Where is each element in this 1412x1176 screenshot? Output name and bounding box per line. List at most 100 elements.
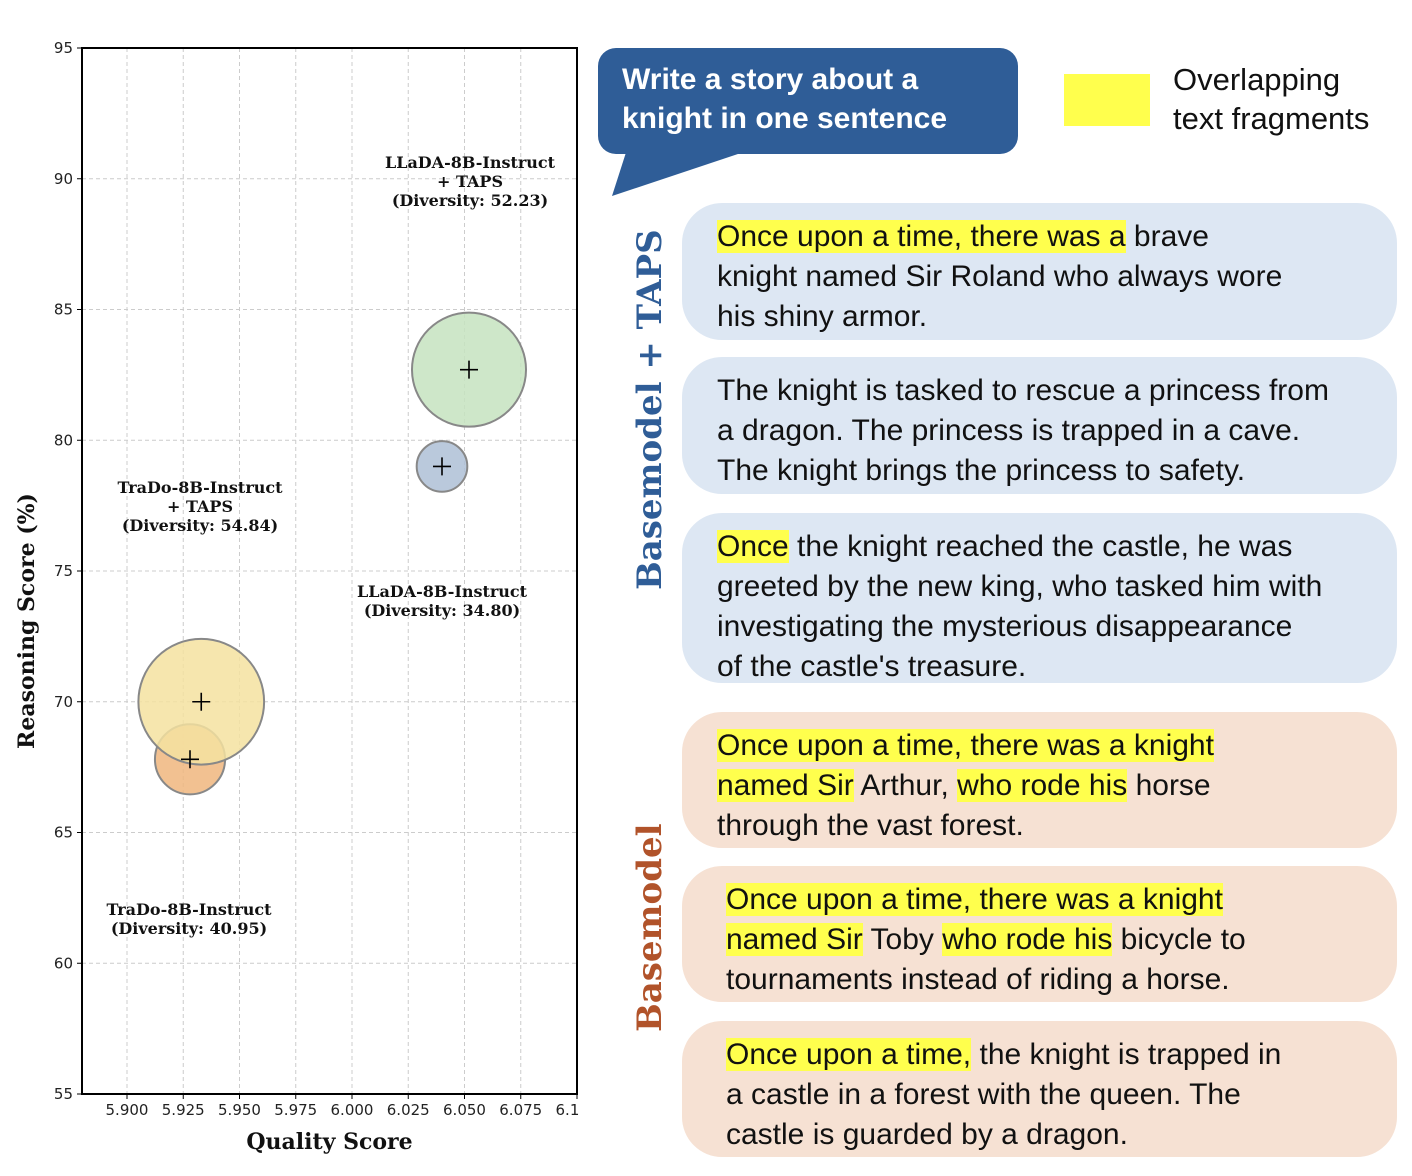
y-tick-label: 75 bbox=[54, 562, 73, 580]
annotations: LLaDA-8B-Instruct + TAPS (Diversity: 52.23… bbox=[106, 153, 555, 938]
marker-layer bbox=[181, 360, 478, 769]
story-text: knight named Sir Roland who always wore bbox=[717, 260, 1283, 293]
group-label-taps: Basemodel + TAPS bbox=[630, 229, 670, 590]
story-text: greeted by the new king, who tasked him … bbox=[717, 570, 1323, 603]
story-text: castle is guarded by a dragon. bbox=[726, 1118, 1128, 1151]
x-tick-label: 5.950 bbox=[218, 1101, 261, 1119]
legend-swatch-highlight bbox=[1064, 74, 1150, 126]
story-text: the knight is trapped in bbox=[971, 1038, 1282, 1071]
story-line: named Sir Toby who rode his bicycle to bbox=[726, 920, 1379, 960]
story-line: The knight brings the princess to safety… bbox=[717, 451, 1379, 491]
story-line: knight named Sir Roland who always wore bbox=[717, 257, 1379, 297]
story-line: Once upon a time, the knight is trapped … bbox=[726, 1035, 1379, 1075]
annotation-line: (Diversity: 54.84) bbox=[122, 516, 278, 535]
annotation-line: + TAPS bbox=[437, 172, 503, 191]
x-tick-label: 5.900 bbox=[106, 1101, 149, 1119]
bubble-annotation: LLaDA-8B-Instruct + TAPS (Diversity: 52.23… bbox=[385, 153, 556, 210]
story-text: horse bbox=[1127, 769, 1211, 802]
annotation-line: (Diversity: 34.80) bbox=[364, 601, 520, 620]
x-tick-label: 6.000 bbox=[331, 1101, 374, 1119]
y-tick-label: 70 bbox=[54, 693, 73, 711]
story-line: named Sir Arthur, who rode his horse bbox=[717, 766, 1379, 806]
story-line: Once upon a time, there was a brave bbox=[717, 217, 1379, 257]
bubble-chart: 5.900 5.925 5.950 5.975 6.000 6.025 6.050 6.075… bbox=[14, 39, 580, 1155]
prompt-bubble: Write a story about a knight in one sent… bbox=[598, 48, 1018, 154]
prompt-line: Write a story about a bbox=[622, 63, 919, 96]
x-tick-label: 5.925 bbox=[162, 1101, 205, 1119]
annotation-line: (Diversity: 52.23) bbox=[392, 191, 548, 210]
legend-line: text fragments bbox=[1173, 101, 1370, 136]
annotation-line: LLaDA-8B-Instruct bbox=[357, 582, 528, 601]
bubble-annotation: TraDo-8B-Instruct (Diversity: 40.95) bbox=[106, 900, 272, 938]
annotation-line: LLaDA-8B-Instruct bbox=[385, 153, 556, 172]
story-text: Arthur, bbox=[853, 769, 958, 802]
story-line: of the castle's treasure. bbox=[717, 647, 1379, 687]
overlap-highlight: Once upon a time, there was a knight bbox=[717, 729, 1214, 762]
bubble-layer bbox=[137, 311, 528, 796]
y-tick-label: 80 bbox=[54, 431, 73, 449]
story-bubble-base-3: Once upon a time, the knight is trapped … bbox=[682, 1021, 1397, 1157]
speech-tail bbox=[612, 140, 780, 196]
story-bubble-base-2: Once upon a time, there was a knight nam… bbox=[682, 866, 1397, 1002]
overlap-highlight: Once bbox=[717, 530, 789, 563]
prompt-line: knight in one sentence bbox=[622, 102, 948, 135]
annotation-line: TraDo-8B-Instruct bbox=[117, 478, 283, 497]
story-bubble-taps-3: Once the knight reached the castle, he w… bbox=[682, 513, 1397, 683]
story-text: tournaments instead of riding a horse. bbox=[726, 963, 1230, 996]
y-tick-label: 95 bbox=[54, 39, 73, 57]
story-text: The knight brings the princess to safety… bbox=[717, 454, 1246, 487]
point-marker bbox=[433, 457, 451, 476]
group-label-base: Basemodel bbox=[630, 823, 670, 1032]
y-tick-label: 60 bbox=[54, 954, 73, 972]
overlap-highlight: Once upon a time, there was a knight bbox=[726, 883, 1223, 916]
story-bubble-base-1: Once upon a time, there was a knight nam… bbox=[682, 712, 1397, 848]
story-text: investigating the mysterious disappearan… bbox=[717, 610, 1293, 643]
legend-line: Overlapping bbox=[1173, 62, 1341, 97]
overlap-highlight: named Sir bbox=[717, 769, 854, 802]
bubble-annotation: LLaDA-8B-Instruct (Diversity: 34.80) bbox=[357, 582, 528, 620]
story-text: a castle in a forest with the queen. The bbox=[726, 1078, 1241, 1111]
overlap-highlight: who rode his bbox=[942, 923, 1113, 956]
story-line: Once the knight reached the castle, he w… bbox=[717, 527, 1379, 567]
x-tick-label: 6.050 bbox=[443, 1101, 486, 1119]
story-text: through the vast forest. bbox=[717, 809, 1024, 842]
story-line: Once upon a time, there was a knight bbox=[726, 880, 1379, 920]
x-tick-label: 5.975 bbox=[274, 1101, 317, 1119]
story-text: the knight reached the castle, he was bbox=[788, 530, 1293, 563]
point-marker bbox=[192, 692, 211, 711]
y-tick-label: 90 bbox=[54, 170, 73, 188]
legend-label: Overlapping text fragments bbox=[1173, 60, 1369, 138]
overlap-highlight: Once upon a time, bbox=[726, 1038, 972, 1071]
story-text: Toby bbox=[862, 923, 943, 956]
x-tick-label: 6.100 bbox=[556, 1101, 580, 1119]
y-tick-label: 65 bbox=[54, 824, 73, 842]
story-text: a dragon. The princess is trapped in a c… bbox=[717, 414, 1301, 447]
overlap-highlight: who rode his bbox=[957, 769, 1128, 802]
story-line: a castle in a forest with the queen. The bbox=[726, 1075, 1379, 1115]
bubble-annotation: TraDo-8B-Instruct + TAPS (Diversity: 54.84… bbox=[117, 478, 283, 535]
point-marker bbox=[460, 360, 478, 379]
story-line: Once upon a time, there was a knight bbox=[717, 726, 1379, 766]
story-text: of the castle's treasure. bbox=[717, 650, 1027, 683]
story-line: investigating the mysterious disappearan… bbox=[717, 607, 1379, 647]
overlap-highlight: Once upon a time, there was a bbox=[717, 220, 1126, 253]
story-line: greeted by the new king, who tasked him … bbox=[717, 567, 1379, 607]
story-bubble-taps-1: Once upon a time, there was a brave knigh… bbox=[682, 203, 1397, 340]
story-text: his shiny armor. bbox=[717, 300, 928, 333]
story-text: brave bbox=[1125, 220, 1209, 253]
annotation-line: + TAPS bbox=[167, 497, 233, 516]
overlap-highlight: named Sir bbox=[726, 923, 863, 956]
x-tick-label: 6.025 bbox=[387, 1101, 430, 1119]
y-axis-title: Reasoning Score (%) bbox=[14, 493, 40, 749]
y-tick-label: 55 bbox=[54, 1085, 73, 1103]
story-text: The knight is tasked to rescue a princes… bbox=[717, 374, 1329, 407]
story-line: The knight is tasked to rescue a princes… bbox=[717, 371, 1379, 411]
x-axis-title: Quality Score bbox=[246, 1129, 412, 1155]
story-line: tournaments instead of riding a horse. bbox=[726, 960, 1379, 1000]
story-text: bicycle to bbox=[1112, 923, 1246, 956]
x-tick-label: 6.075 bbox=[499, 1101, 542, 1119]
point-marker bbox=[181, 750, 199, 769]
annotation-line: TraDo-8B-Instruct bbox=[106, 900, 272, 919]
y-tick-label: 85 bbox=[54, 301, 73, 319]
story-line: castle is guarded by a dragon. bbox=[726, 1115, 1379, 1155]
